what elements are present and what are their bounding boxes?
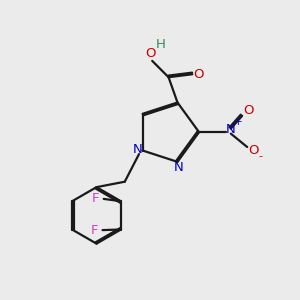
Text: N: N xyxy=(132,142,142,155)
Text: N: N xyxy=(174,161,184,174)
Text: O: O xyxy=(146,47,156,60)
Text: O: O xyxy=(248,144,258,157)
Text: O: O xyxy=(243,104,253,117)
Text: O: O xyxy=(194,68,204,81)
Text: -: - xyxy=(258,152,262,161)
Text: F: F xyxy=(92,192,99,206)
Text: +: + xyxy=(234,117,243,127)
Text: F: F xyxy=(91,224,98,237)
Text: N: N xyxy=(226,123,236,136)
Text: H: H xyxy=(156,38,166,51)
